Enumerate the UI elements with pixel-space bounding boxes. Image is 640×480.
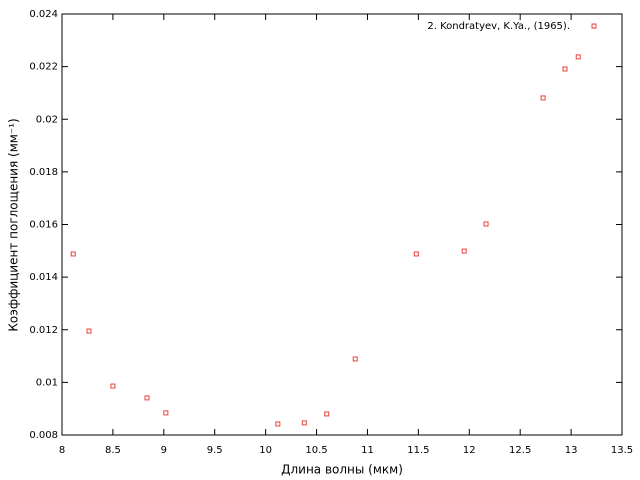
point — [324, 411, 330, 417]
x-tick-label: 10.5 — [305, 445, 327, 456]
x-axis-label: Длина волны (мкм) — [281, 463, 403, 477]
legend-label: 2. Kondratyev, K.Ya., (1965). — [427, 21, 570, 32]
y-tick-label: 0.022 — [29, 62, 58, 73]
x-tick-label: 12 — [463, 445, 476, 456]
point — [540, 95, 546, 101]
point — [110, 383, 116, 389]
x-tick-label: 10 — [259, 445, 272, 456]
point — [301, 420, 307, 426]
point — [275, 421, 281, 427]
point — [163, 410, 169, 416]
point — [575, 54, 581, 60]
y-tick-label: 0.014 — [29, 272, 58, 283]
x-tick-label: 8.5 — [105, 445, 121, 456]
x-tick-label: 9 — [161, 445, 167, 456]
legend-marker — [591, 23, 597, 29]
y-tick-label: 0.008 — [29, 430, 58, 441]
x-tick-label: 11 — [361, 445, 374, 456]
y-tick-label: 0.012 — [29, 325, 58, 336]
point — [413, 251, 419, 257]
y-axis-label: Коэффициент поглощения (мм⁻¹) — [7, 118, 21, 331]
y-tick-label: 0.016 — [29, 220, 58, 231]
x-tick-label: 13.5 — [611, 445, 633, 456]
point — [352, 356, 358, 362]
y-tick-label: 0.01 — [36, 377, 58, 388]
point — [70, 251, 76, 257]
point — [461, 248, 467, 254]
y-tick-label: 0.018 — [29, 167, 58, 178]
x-tick-label: 9.5 — [207, 445, 223, 456]
x-tick-label: 8 — [59, 445, 65, 456]
y-tick-label: 0.02 — [36, 114, 58, 125]
x-tick-label: 11.5 — [407, 445, 429, 456]
x-tick-label: 13 — [565, 445, 578, 456]
point — [86, 328, 92, 334]
point — [562, 66, 568, 72]
plot-frame — [61, 13, 623, 436]
y-tick-label: 0.024 — [29, 9, 58, 20]
x-tick-label: 12.5 — [509, 445, 531, 456]
point — [144, 395, 150, 401]
point — [483, 221, 489, 227]
